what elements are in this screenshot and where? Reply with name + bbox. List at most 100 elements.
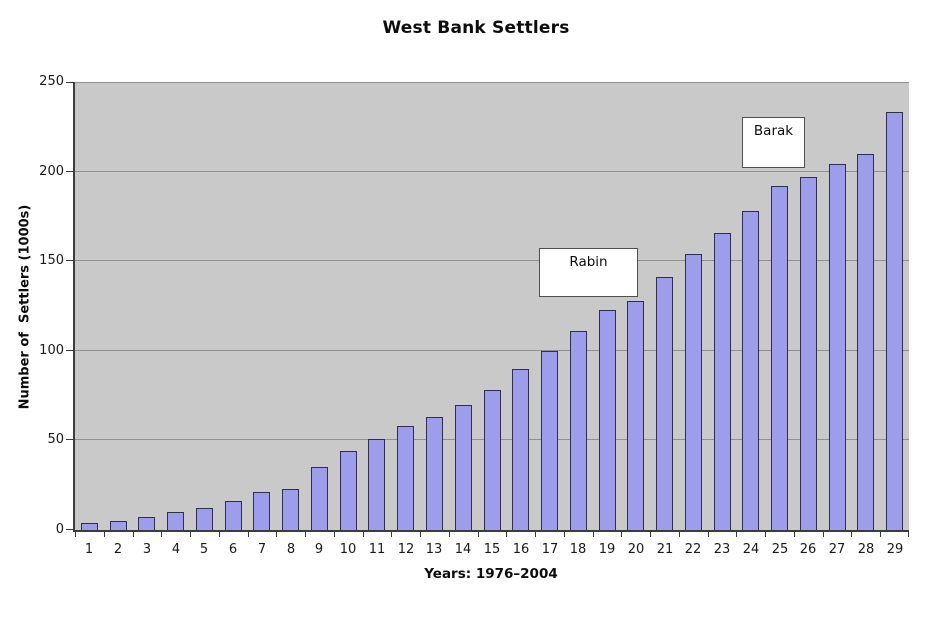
- bar-year-20: [627, 301, 644, 530]
- annotation-rabin: Rabin: [539, 248, 638, 297]
- bar-year-17: [541, 351, 558, 530]
- y-axis-tick: [66, 260, 73, 261]
- x-tick-label: 24: [742, 542, 760, 557]
- x-axis-tick: [104, 532, 105, 537]
- bar-year-11: [368, 439, 385, 530]
- x-axis-tick: [851, 532, 852, 537]
- y-tick-label: 250: [39, 74, 64, 89]
- x-tick-label: 11: [368, 542, 386, 557]
- x-axis-tick: [161, 532, 162, 537]
- bar-year-14: [455, 405, 472, 530]
- x-axis-tick: [679, 532, 680, 537]
- bar-year-15: [484, 390, 501, 530]
- bar-year-16: [512, 369, 529, 530]
- y-tick-label: 200: [39, 164, 64, 179]
- bar-year-4: [167, 512, 184, 530]
- x-tick-label: 13: [425, 542, 443, 557]
- annotation-barak-label: Barak: [753, 123, 794, 139]
- gridline-100: [75, 350, 909, 351]
- x-tick-label: 6: [228, 542, 238, 557]
- bar-year-1: [81, 523, 98, 530]
- x-axis-tick: [908, 532, 909, 537]
- x-tick-label: 28: [857, 542, 875, 557]
- x-axis-title: Years: 1976–2004: [424, 566, 558, 582]
- bar-year-6: [225, 501, 242, 530]
- x-tick-label: 5: [199, 542, 209, 557]
- bar-year-2: [110, 521, 127, 530]
- bar-year-26: [800, 177, 817, 530]
- bar-year-10: [340, 451, 357, 530]
- bar-year-13: [426, 417, 443, 530]
- y-tick-label: 150: [39, 253, 64, 268]
- x-axis-tick: [650, 532, 651, 537]
- x-axis-tick: [449, 532, 450, 537]
- bar-year-3: [138, 517, 155, 530]
- bar-year-7: [253, 492, 270, 530]
- x-axis-tick: [506, 532, 507, 537]
- y-axis-tick: [66, 439, 73, 440]
- x-tick-label: 17: [541, 542, 559, 557]
- chart-title: West Bank Settlers: [382, 18, 570, 38]
- bar-year-22: [685, 254, 702, 530]
- gridline-250: [75, 82, 909, 83]
- bar-year-12: [397, 426, 414, 530]
- bar-year-19: [599, 310, 616, 530]
- x-tick-label: 29: [886, 542, 904, 557]
- y-tick-label: 50: [47, 432, 64, 447]
- bar-year-24: [742, 211, 759, 530]
- x-tick-label: 16: [512, 542, 530, 557]
- x-tick-label: 20: [627, 542, 645, 557]
- x-axis-tick: [593, 532, 594, 537]
- x-tick-label: 9: [314, 542, 324, 557]
- x-axis-tick: [765, 532, 766, 537]
- x-axis-tick: [133, 532, 134, 537]
- x-tick-label: 3: [142, 542, 152, 557]
- gridline-150: [75, 260, 909, 261]
- x-axis-tick: [478, 532, 479, 537]
- x-axis-tick: [305, 532, 306, 537]
- x-tick-label: 12: [397, 542, 415, 557]
- x-tick-label: 18: [569, 542, 587, 557]
- bar-year-25: [771, 186, 788, 530]
- bar-year-18: [570, 331, 587, 530]
- x-axis-tick: [794, 532, 795, 537]
- x-tick-label: 1: [84, 542, 94, 557]
- x-tick-label: 21: [656, 542, 674, 557]
- y-tick-label: 0: [55, 522, 64, 537]
- x-tick-label: 4: [171, 542, 181, 557]
- x-tick-label: 15: [483, 542, 501, 557]
- x-tick-label: 22: [684, 542, 702, 557]
- y-axis-title: Number of Settlers (1000s): [17, 204, 33, 410]
- bar-year-27: [829, 164, 846, 530]
- x-tick-label: 25: [771, 542, 789, 557]
- x-axis-tick: [736, 532, 737, 537]
- x-axis-tick: [391, 532, 392, 537]
- x-axis-tick: [276, 532, 277, 537]
- y-tick-label: 100: [39, 343, 64, 358]
- y-axis-tick: [66, 171, 73, 172]
- x-tick-label: 8: [286, 542, 296, 557]
- bar-year-21: [656, 277, 673, 530]
- x-tick-label: 19: [598, 542, 616, 557]
- x-tick-label: 23: [713, 542, 731, 557]
- annotation-rabin-label: Rabin: [569, 254, 608, 270]
- x-axis-tick: [823, 532, 824, 537]
- bar-year-8: [282, 489, 299, 530]
- x-axis-tick: [420, 532, 421, 537]
- bar-year-23: [714, 233, 731, 530]
- x-tick-label: 10: [339, 542, 357, 557]
- gridline-200: [75, 171, 909, 172]
- x-axis-tick: [708, 532, 709, 537]
- bar-year-29: [886, 112, 903, 530]
- x-axis-tick: [363, 532, 364, 537]
- y-axis-tick: [66, 82, 73, 83]
- bar-year-5: [196, 508, 213, 530]
- x-tick-label: 26: [799, 542, 817, 557]
- annotation-barak: Barak: [742, 117, 805, 168]
- x-axis-tick: [334, 532, 335, 537]
- x-tick-label: 27: [828, 542, 846, 557]
- x-axis-tick: [564, 532, 565, 537]
- x-axis-tick: [219, 532, 220, 537]
- x-tick-label: 2: [113, 542, 123, 557]
